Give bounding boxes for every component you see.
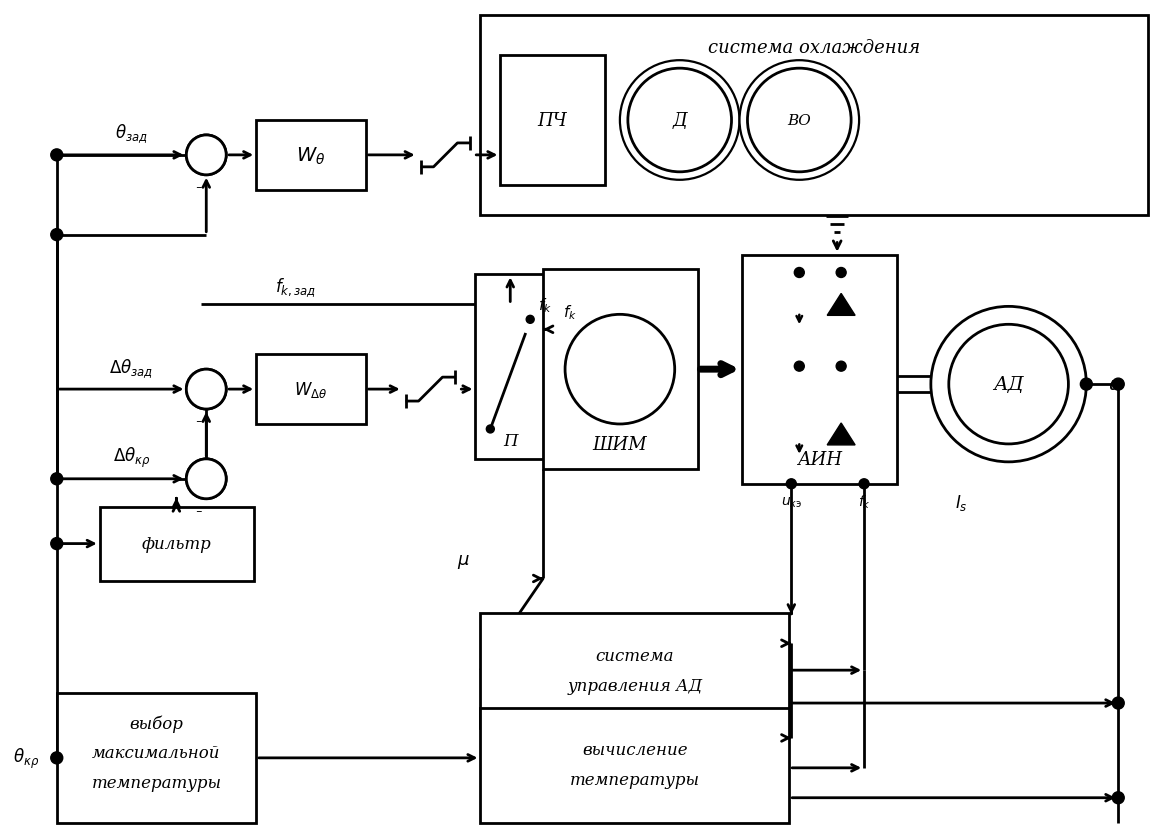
Text: $f_k$: $f_k$ xyxy=(563,303,577,321)
Circle shape xyxy=(51,752,62,764)
Circle shape xyxy=(747,69,851,172)
Text: $\theta_{\kappa\rho}$: $\theta_{\kappa\rho}$ xyxy=(13,746,39,770)
Circle shape xyxy=(486,426,495,433)
Polygon shape xyxy=(827,424,855,446)
Text: максимальной: максимальной xyxy=(92,745,221,762)
Bar xyxy=(543,270,698,469)
Circle shape xyxy=(794,268,804,278)
Text: $\theta_{зад}$: $\theta_{зад}$ xyxy=(115,122,148,145)
Text: П: П xyxy=(503,433,517,450)
Bar xyxy=(100,507,254,582)
Text: $\Delta\theta_{зад}$: $\Delta\theta_{зад}$ xyxy=(109,356,154,379)
Bar xyxy=(256,121,365,191)
Text: ВО: ВО xyxy=(787,114,811,128)
Text: $f_k$: $f_k$ xyxy=(858,493,871,511)
Bar xyxy=(476,275,545,459)
Circle shape xyxy=(1080,379,1093,390)
Circle shape xyxy=(1113,792,1124,803)
Text: система охлаждения: система охлаждения xyxy=(709,39,920,57)
Bar xyxy=(481,614,790,728)
Circle shape xyxy=(51,538,62,550)
Circle shape xyxy=(187,370,227,410)
Bar xyxy=(481,708,790,823)
Text: АИН: АИН xyxy=(797,451,841,468)
Circle shape xyxy=(1113,697,1124,709)
Text: ПЧ: ПЧ xyxy=(537,112,566,130)
Text: $f_{k,зад}$: $f_{k,зад}$ xyxy=(275,276,316,298)
Circle shape xyxy=(187,370,227,410)
Text: $W_\theta$: $W_\theta$ xyxy=(296,145,325,166)
Polygon shape xyxy=(827,294,855,316)
Text: ШИМ: ШИМ xyxy=(592,436,647,453)
Text: $\mu$: $\mu$ xyxy=(457,552,470,570)
Bar xyxy=(501,56,605,186)
Circle shape xyxy=(51,229,62,242)
Circle shape xyxy=(794,362,804,372)
Bar xyxy=(743,255,897,484)
Circle shape xyxy=(627,69,732,172)
Circle shape xyxy=(1113,379,1124,390)
Text: $f_k$: $f_k$ xyxy=(538,296,552,314)
Circle shape xyxy=(187,135,227,176)
Circle shape xyxy=(187,135,227,176)
Text: Д: Д xyxy=(672,112,687,130)
Text: вычисление: вычисление xyxy=(582,742,687,758)
Text: -: - xyxy=(195,502,202,520)
Circle shape xyxy=(837,362,846,372)
Text: система: система xyxy=(596,647,674,664)
Bar xyxy=(56,693,256,823)
Circle shape xyxy=(187,459,227,499)
Circle shape xyxy=(948,325,1068,445)
Circle shape xyxy=(786,479,797,489)
Circle shape xyxy=(859,479,870,489)
Circle shape xyxy=(526,316,535,324)
Text: выбор: выбор xyxy=(129,715,183,732)
Text: управления АД: управления АД xyxy=(568,677,703,694)
Text: температуры: температуры xyxy=(92,774,221,792)
Circle shape xyxy=(187,459,227,499)
Text: -: - xyxy=(195,412,202,431)
Text: $\Delta\theta_{\kappa\rho}$: $\Delta\theta_{\kappa\rho}$ xyxy=(113,446,150,469)
Circle shape xyxy=(739,61,859,181)
Bar xyxy=(481,17,1148,216)
Circle shape xyxy=(931,307,1087,462)
Text: $u_{\kappa\text{э}}$: $u_{\kappa\text{э}}$ xyxy=(780,495,803,509)
Text: $\omega$: $\omega$ xyxy=(1108,375,1124,394)
Circle shape xyxy=(620,61,739,181)
Text: -: - xyxy=(195,179,202,196)
Text: фильтр: фильтр xyxy=(141,535,212,553)
Circle shape xyxy=(837,268,846,278)
Text: $I_s$: $I_s$ xyxy=(955,492,967,512)
Circle shape xyxy=(565,315,674,425)
Text: $W_{\Delta\theta}$: $W_{\Delta\theta}$ xyxy=(294,380,328,400)
Text: АД: АД xyxy=(993,375,1023,394)
Circle shape xyxy=(51,473,62,485)
Circle shape xyxy=(51,150,62,161)
Bar xyxy=(256,354,365,425)
Text: температуры: температуры xyxy=(570,772,700,788)
